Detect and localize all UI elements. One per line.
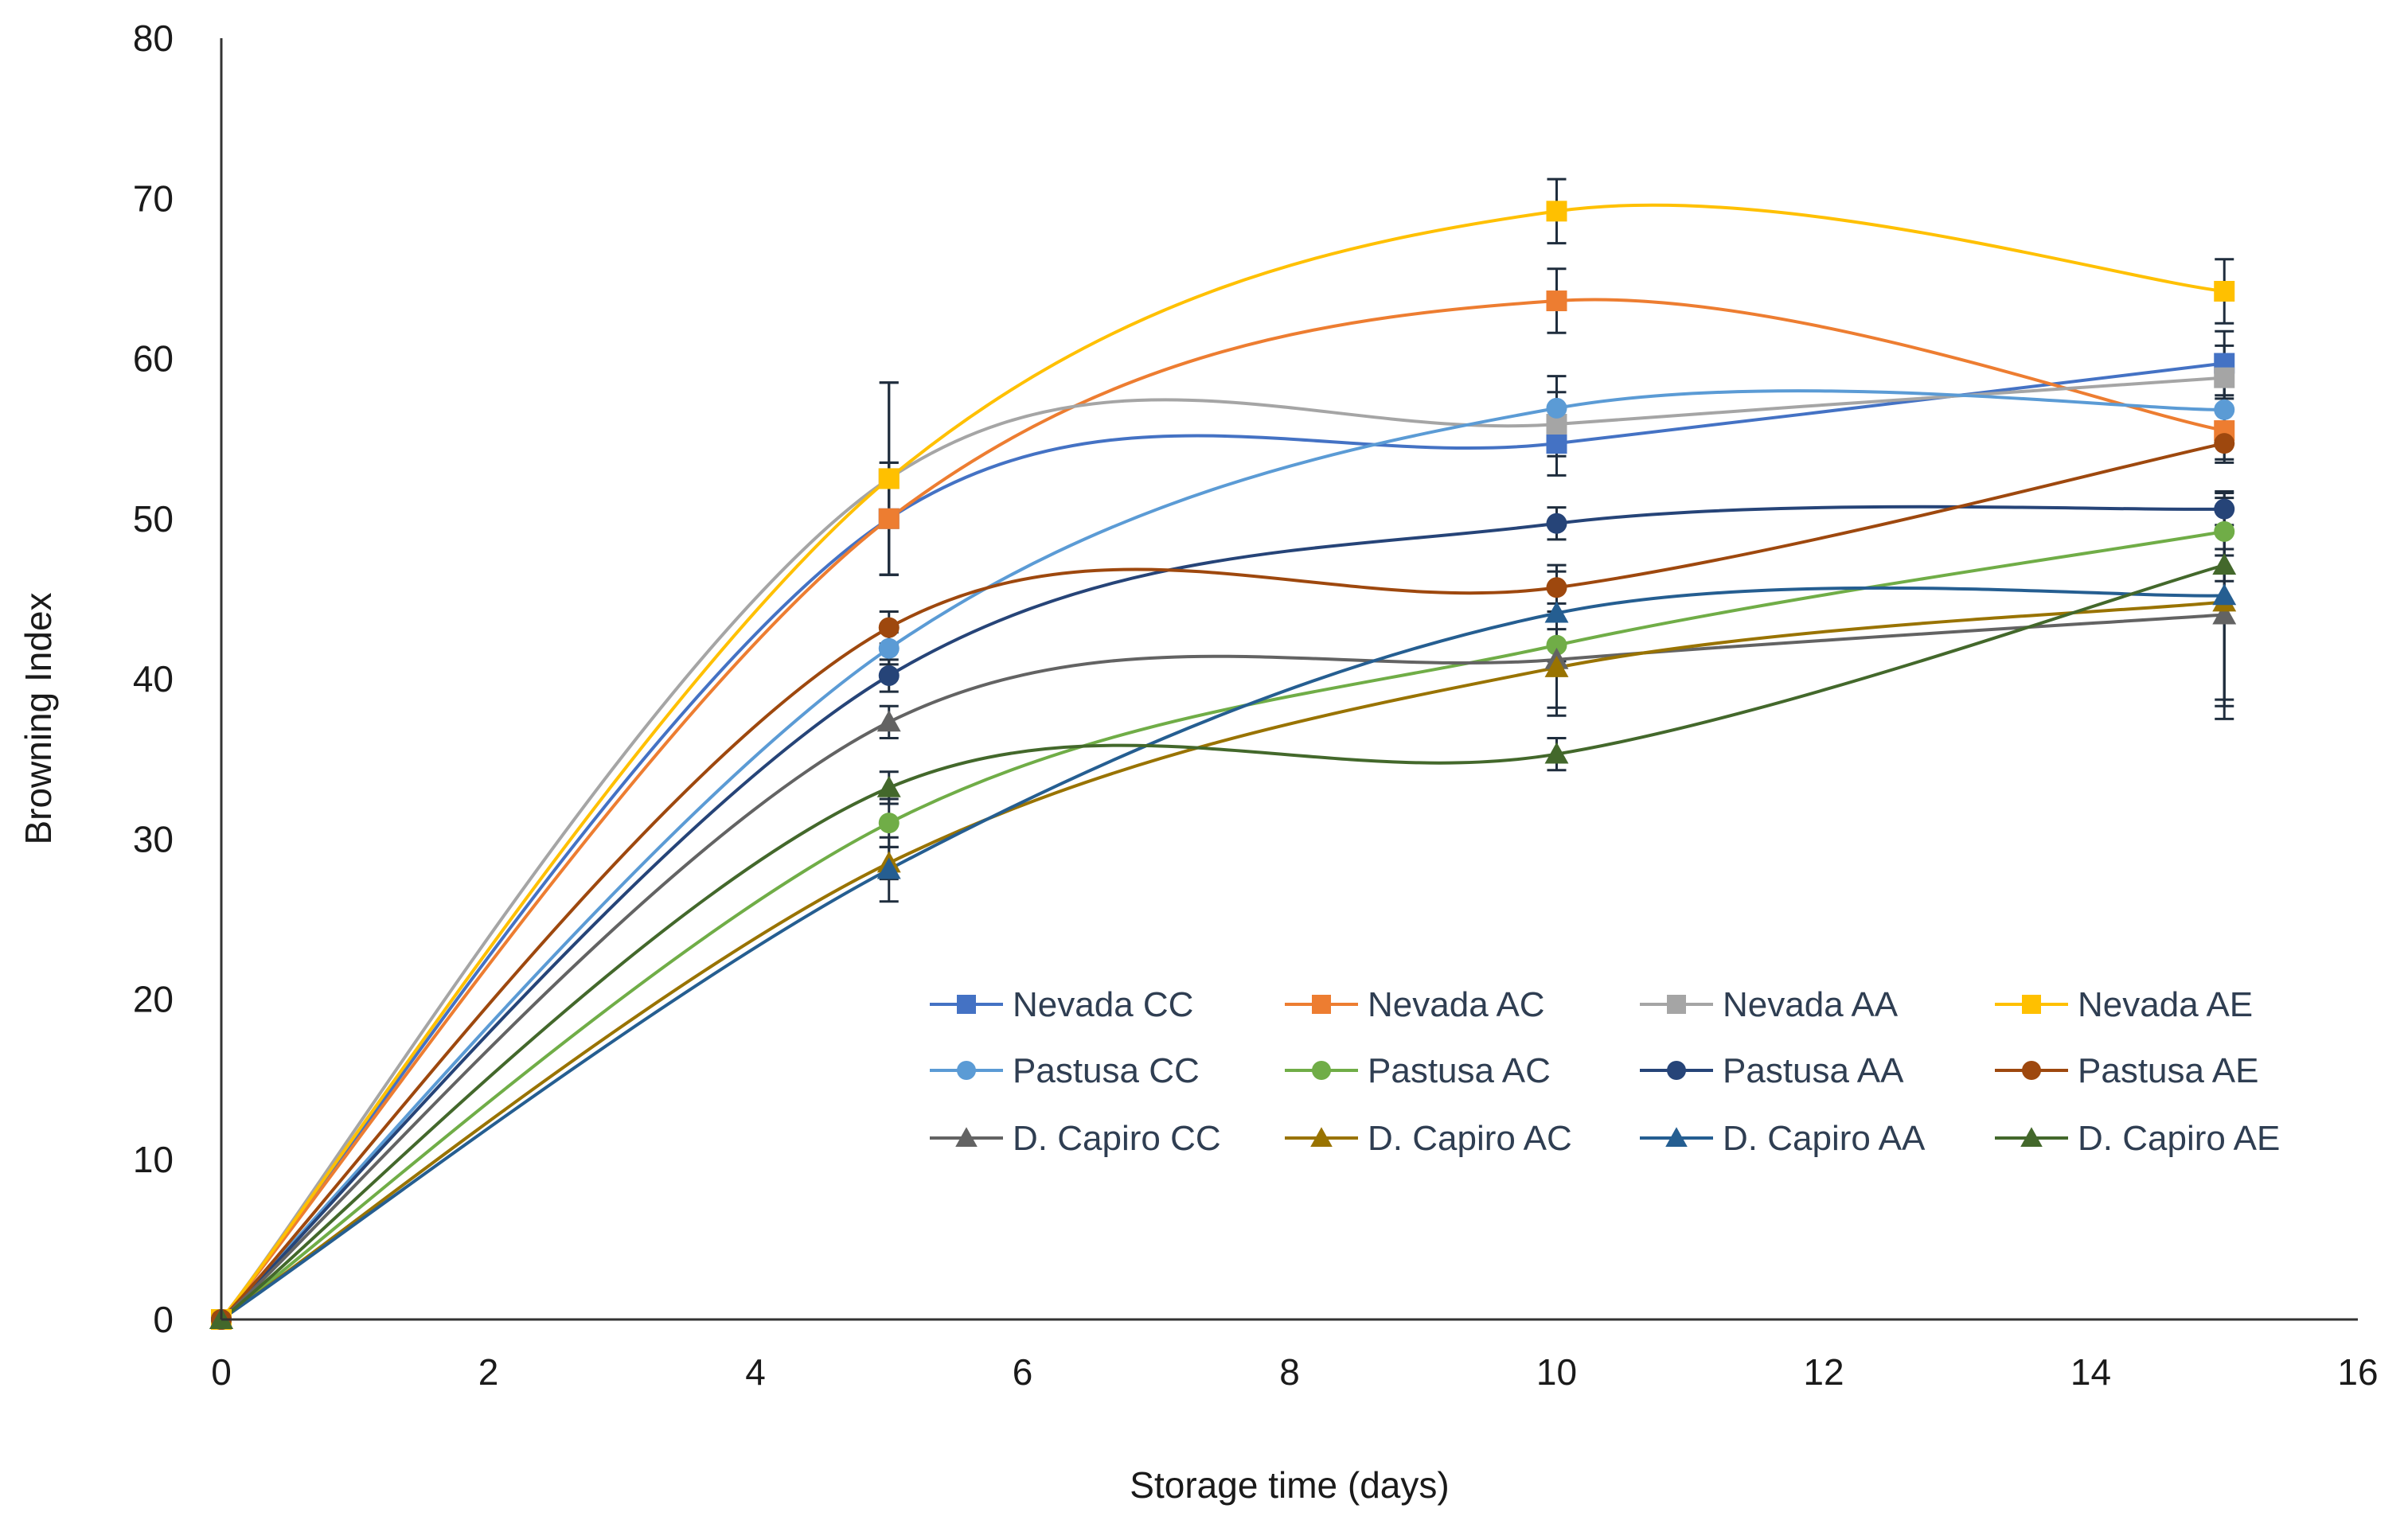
y-tick-label: 70 bbox=[133, 177, 174, 219]
y-tick-label: 10 bbox=[133, 1139, 174, 1180]
x-tick-labels: 0 2 4 6 8 10 12 14 16 bbox=[211, 1351, 2378, 1393]
series-line bbox=[220, 376, 2225, 1321]
data-point bbox=[1544, 655, 1569, 677]
legend-marker bbox=[1310, 1127, 1333, 1148]
legend-marker bbox=[2022, 995, 2041, 1014]
series-line bbox=[220, 613, 2225, 1321]
legend-label: D. Capiro CC bbox=[1013, 1119, 1221, 1158]
legend-label: Nevada AA bbox=[1723, 985, 1899, 1024]
legend-label: D. Capiro AA bbox=[1723, 1119, 1926, 1158]
series-line bbox=[220, 203, 2225, 1321]
legend-label: Nevada CC bbox=[1013, 985, 1193, 1024]
legend-label: Pastusa CC bbox=[1013, 1051, 1200, 1090]
series-line bbox=[220, 298, 2225, 1321]
series-markers bbox=[209, 201, 2237, 1330]
series-line bbox=[220, 586, 2225, 1321]
legend: Nevada CC Nevada AC Nevada AA Nevada AE Past… bbox=[930, 985, 2280, 1158]
x-tick-label: 14 bbox=[2070, 1351, 2111, 1393]
legend-marker bbox=[957, 995, 976, 1014]
legend-marker bbox=[1665, 1127, 1688, 1148]
data-point bbox=[878, 813, 900, 834]
series-line bbox=[220, 361, 2225, 1321]
data-point bbox=[1546, 397, 1567, 419]
x-tick-label: 0 bbox=[211, 1351, 232, 1393]
data-point bbox=[2212, 583, 2237, 606]
data-point bbox=[1546, 290, 1567, 312]
x-tick-label: 8 bbox=[1279, 1351, 1300, 1393]
data-point bbox=[878, 665, 900, 686]
y-tick-labels: 0 10 20 30 40 50 60 70 80 bbox=[133, 18, 174, 1340]
data-point bbox=[2212, 602, 2237, 625]
data-point bbox=[1546, 513, 1567, 534]
x-tick-label: 2 bbox=[478, 1351, 499, 1393]
y-tick-label: 40 bbox=[133, 658, 174, 700]
data-point bbox=[2214, 399, 2235, 420]
x-tick-label: 12 bbox=[1803, 1351, 1844, 1393]
y-tick-label: 20 bbox=[133, 979, 174, 1020]
legend-marker bbox=[1667, 995, 1686, 1014]
y-tick-label: 80 bbox=[133, 18, 174, 59]
legend-marker bbox=[1312, 995, 1331, 1014]
data-point bbox=[876, 710, 901, 732]
legend-marker bbox=[955, 1127, 978, 1148]
data-point bbox=[878, 617, 900, 638]
data-point bbox=[1546, 577, 1567, 598]
series-line bbox=[220, 389, 2225, 1321]
legend-marker bbox=[1312, 1061, 1331, 1080]
data-point bbox=[1546, 634, 1567, 656]
y-tick-label: 30 bbox=[133, 818, 174, 859]
y-axis-title: Browning Index bbox=[18, 592, 59, 844]
legend-marker bbox=[2020, 1127, 2043, 1148]
legend-marker bbox=[1667, 1061, 1686, 1080]
legend-marker bbox=[2022, 1061, 2041, 1080]
data-point bbox=[878, 468, 900, 489]
data-point bbox=[2214, 433, 2235, 454]
data-point bbox=[1544, 742, 1569, 764]
series-line bbox=[220, 442, 2225, 1321]
series-line bbox=[220, 563, 2225, 1321]
x-tick-label: 16 bbox=[2337, 1351, 2378, 1393]
data-point bbox=[878, 637, 900, 659]
data-point bbox=[2214, 367, 2235, 388]
x-tick-label: 4 bbox=[745, 1351, 766, 1393]
legend-label: Nevada AE bbox=[2078, 985, 2253, 1024]
legend-label: Pastusa AC bbox=[1368, 1051, 1551, 1090]
x-tick-label: 10 bbox=[1536, 1351, 1577, 1393]
data-point bbox=[878, 508, 900, 529]
x-axis-title: Storage time (days) bbox=[1130, 1464, 1449, 1506]
legend-label: D. Capiro AE bbox=[2078, 1119, 2280, 1158]
legend-label: D. Capiro AC bbox=[1368, 1119, 1572, 1158]
data-point bbox=[2214, 520, 2235, 542]
data-point bbox=[876, 857, 901, 879]
legend-label: Pastusa AE bbox=[2078, 1051, 2258, 1090]
y-tick-label: 50 bbox=[133, 498, 174, 540]
series-lines bbox=[220, 203, 2225, 1321]
x-tick-label: 6 bbox=[1013, 1351, 1033, 1393]
legend-label: Pastusa AA bbox=[1723, 1051, 1904, 1090]
data-point bbox=[876, 775, 901, 797]
data-point bbox=[1546, 201, 1567, 222]
axes: 0 2 4 6 8 10 12 14 16 0 10 20 30 40 50 60 70 80 Storage … bbox=[18, 18, 2379, 1506]
data-point bbox=[2212, 553, 2237, 575]
series-line bbox=[220, 529, 2225, 1321]
legend-label: Nevada AC bbox=[1368, 985, 1545, 1024]
data-point bbox=[1546, 433, 1567, 454]
legend-marker bbox=[957, 1061, 976, 1080]
y-tick-label: 60 bbox=[133, 338, 174, 380]
data-point bbox=[2214, 280, 2235, 302]
y-tick-label: 0 bbox=[153, 1299, 174, 1340]
data-point bbox=[1544, 601, 1569, 623]
data-point bbox=[2214, 498, 2235, 520]
